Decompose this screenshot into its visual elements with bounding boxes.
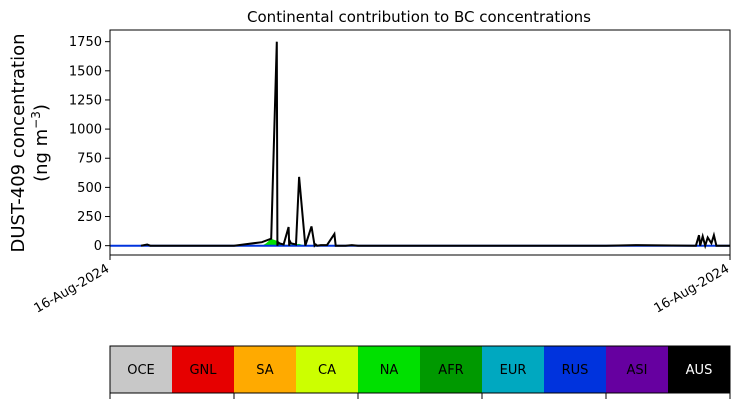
x-axis: 16-Aug-2024 16-Aug-2024: [32, 255, 732, 317]
region-swatch-afr: [420, 346, 483, 393]
y-axis-unit-label: (ng m−3): [29, 104, 52, 182]
region-label-oce: OCE: [127, 363, 155, 378]
y-tick-label: 1500: [69, 64, 102, 79]
region-label-eur: EUR: [500, 363, 527, 378]
region-label-sa: SA: [256, 363, 273, 378]
region-swatch-na: [358, 346, 421, 393]
y-axis: 0 250 500 750 1000 1250 1500 1750: [69, 35, 110, 254]
y-tick-label: 500: [77, 181, 102, 196]
y-tick-label: 750: [77, 152, 102, 167]
y-tick-label: 1750: [69, 35, 102, 50]
region-label-asi: ASI: [627, 363, 648, 378]
region-color-bar: OCE GNL SA CA NA AFR EUR RUS ASI AUS: [109, 345, 731, 399]
region-label-aus: AUS: [686, 363, 713, 378]
y-tick-label: 0: [94, 239, 102, 254]
y-axis-label: DUST-409 concentration: [8, 33, 29, 252]
chart-title: Continental contribution to BC concentra…: [247, 8, 591, 26]
region-swatch-eur: [482, 346, 545, 393]
y-tick-label: 1000: [69, 123, 102, 138]
region-swatch-oce: [110, 346, 173, 393]
region-swatch-asi: [606, 346, 669, 393]
region-label-afr: AFR: [438, 363, 463, 378]
contribution-area-0: [261, 238, 306, 246]
region-swatch-gnl: [172, 346, 235, 393]
region-bar-frame: [109, 345, 731, 394]
region-label-ca: CA: [318, 363, 336, 378]
y-axis-label-line1: DUST-409 concentration: [8, 33, 29, 252]
region-swatch-ca: [296, 346, 359, 393]
y-tick-label: 250: [77, 210, 102, 225]
total-concentration-line: [140, 41, 730, 250]
region-swatch-rus: [544, 346, 607, 393]
region-label-rus: RUS: [562, 363, 589, 378]
region-label-gnl: GNL: [189, 363, 217, 378]
region-swatch-aus: [668, 346, 731, 393]
region-swatch-sa: [234, 346, 297, 393]
y-axis-unit-superscript: −3: [29, 111, 43, 129]
x-tick-label: 16-Aug-2024: [652, 261, 732, 316]
plot-area: [109, 29, 731, 256]
y-axis-unit-text: (ng m: [31, 129, 52, 182]
region-label-na: NA: [380, 363, 399, 378]
x-tick-label: 16-Aug-2024: [32, 261, 112, 316]
y-tick-label: 1250: [69, 93, 102, 108]
plot-frame: [109, 29, 731, 256]
y-axis-unit-close: ): [31, 104, 52, 111]
